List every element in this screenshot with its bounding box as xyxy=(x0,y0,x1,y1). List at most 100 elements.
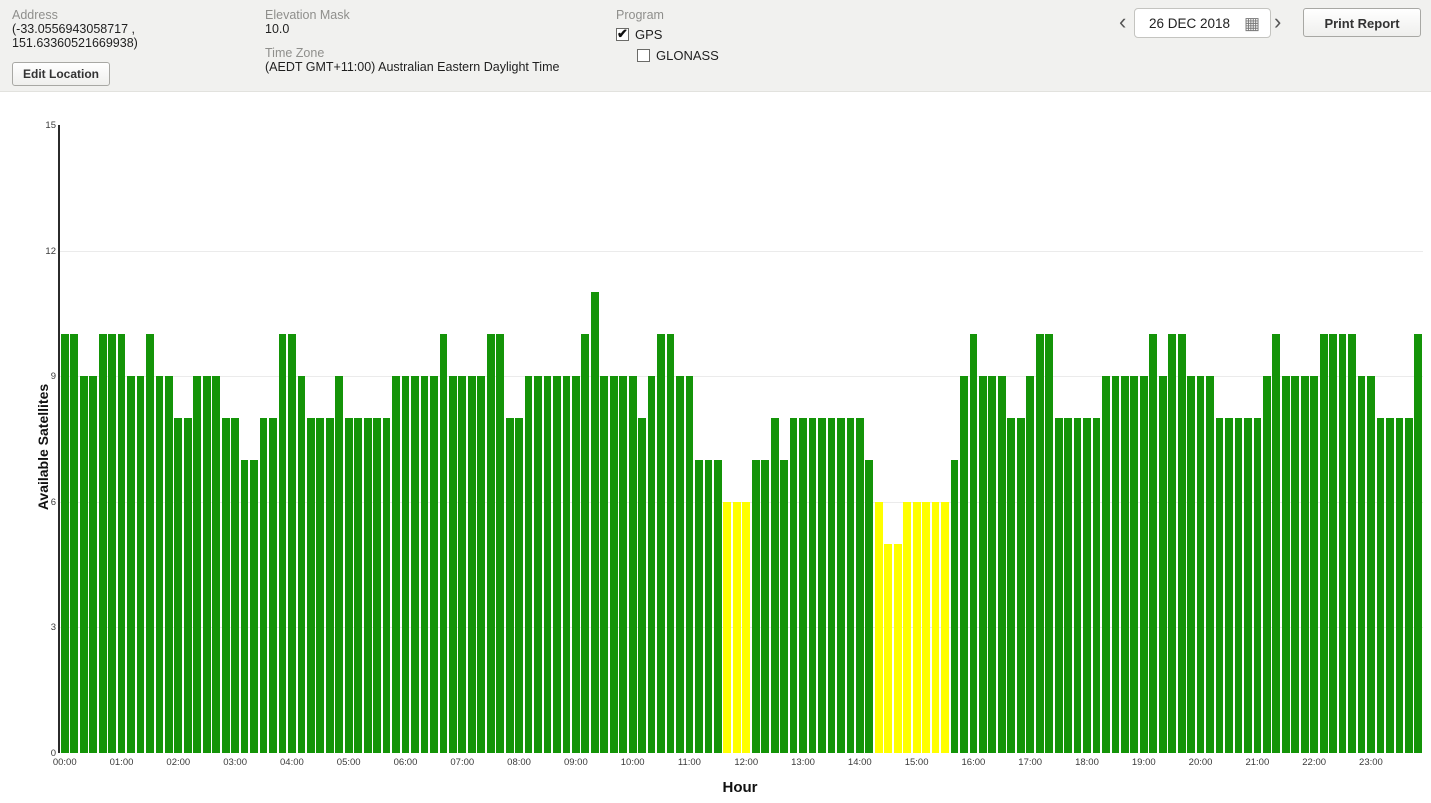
gps-checkbox[interactable] xyxy=(616,26,629,42)
satellite-count-bar xyxy=(382,418,391,753)
satellite-count-bar xyxy=(609,376,618,753)
satellite-count-bar xyxy=(250,459,258,753)
satellite-count-bar xyxy=(98,334,107,753)
satellite-count-bar xyxy=(1026,376,1035,753)
satellite-count-bar xyxy=(344,418,353,753)
time-zone-value: (AEDT GMT+11:00) Australian Eastern Dayl… xyxy=(265,60,560,74)
satellite-count-bar xyxy=(1215,418,1224,753)
satellite-count-bar xyxy=(1206,376,1214,753)
satellite-count-bar xyxy=(1054,418,1063,753)
satellite-count-bar xyxy=(1404,418,1413,753)
y-tick-label: 12 xyxy=(45,245,56,257)
satellite-count-bar xyxy=(855,418,864,753)
y-tick-label: 0 xyxy=(50,748,56,759)
x-tick-label: 02:00 xyxy=(166,757,191,768)
satellite-count-bar xyxy=(931,501,940,753)
satellite-count-bar xyxy=(458,376,467,753)
satellite-count-bar xyxy=(420,376,429,753)
satellite-count-bar xyxy=(534,376,542,753)
print-report-button[interactable]: Print Report xyxy=(1303,8,1421,37)
satellite-count-bar xyxy=(1253,418,1262,753)
satellite-count-bar xyxy=(155,376,164,753)
x-axis-title: Hour xyxy=(722,779,758,796)
edit-location-button[interactable]: Edit Location xyxy=(12,62,110,86)
satellite-count-bar xyxy=(1187,376,1196,753)
satellite-count-bar xyxy=(846,418,855,753)
x-tick-label: 12:00 xyxy=(734,757,759,768)
satellite-count-bar xyxy=(761,459,770,753)
satellite-count-bar xyxy=(212,376,221,753)
satellite-count-bar xyxy=(193,376,202,753)
time-zone-label: Time Zone xyxy=(265,46,325,60)
satellite-count-bar xyxy=(363,418,372,753)
satellite-count-bar xyxy=(146,334,154,753)
date-picker-field[interactable]: 26 DEC 2018 ▦ xyxy=(1134,8,1271,38)
satellite-count-bar xyxy=(231,418,240,753)
plot-area xyxy=(58,125,1423,753)
x-tick-label: 10:00 xyxy=(620,757,645,768)
satellite-count-bar xyxy=(543,376,552,753)
elevation-mask-label: Elevation Mask xyxy=(265,8,350,22)
satellite-count-bar xyxy=(1376,418,1385,753)
satellite-count-bar xyxy=(742,501,751,753)
satellite-count-bar xyxy=(884,543,893,753)
satellite-count-bar xyxy=(467,376,476,753)
satellite-count-bar xyxy=(354,418,363,753)
satellite-count-bar xyxy=(960,376,968,753)
satellite-count-bar xyxy=(941,501,949,753)
satellite-count-bar xyxy=(1329,334,1337,753)
satellite-count-bar xyxy=(165,376,173,753)
gridline xyxy=(60,250,1423,252)
x-tick-label: 23:00 xyxy=(1359,757,1383,768)
y-tick-label: 3 xyxy=(50,622,56,634)
satellite-count-bar xyxy=(969,334,978,753)
satellite-count-bar xyxy=(723,501,732,753)
satellite-count-bar xyxy=(1035,334,1044,753)
satellite-count-bar xyxy=(401,376,410,753)
x-tick-label: 08:00 xyxy=(507,757,531,768)
satellite-count-bar xyxy=(1102,376,1110,753)
satellite-count-bar xyxy=(657,334,665,753)
satellite-count-bar xyxy=(950,459,959,753)
satellite-count-bar xyxy=(127,376,135,753)
satellite-count-bar xyxy=(373,418,381,753)
header-bar: Address (-33.0556943058717 , 151.6336052… xyxy=(0,0,1431,92)
address-value-line2: 151.63360521669938) xyxy=(12,36,138,50)
x-tick-label: 01:00 xyxy=(109,757,134,768)
y-tick-label: 6 xyxy=(50,496,56,508)
satellite-count-bar xyxy=(297,376,306,753)
y-tick-label: 15 xyxy=(45,120,56,131)
next-day-button[interactable]: › xyxy=(1274,10,1281,34)
satellite-count-bar xyxy=(780,459,788,753)
satellite-count-bar xyxy=(751,459,760,753)
satellite-count-bar xyxy=(524,376,533,753)
satellite-count-bar xyxy=(704,459,713,753)
satellite-count-bar xyxy=(1168,334,1177,753)
satellite-count-bar xyxy=(581,334,590,753)
satellite-count-bar xyxy=(562,376,571,753)
satellite-count-bar xyxy=(695,459,703,753)
x-tick-label: 14:00 xyxy=(847,757,872,768)
x-tick-label: 22:00 xyxy=(1302,757,1327,768)
date-value: 26 DEC 2018 xyxy=(1149,15,1231,31)
satellite-count-bar xyxy=(590,292,599,753)
x-tick-label: 17:00 xyxy=(1018,757,1043,768)
satellite-count-bar xyxy=(288,334,296,753)
satellite-count-bar xyxy=(411,376,419,753)
previous-day-button[interactable]: ‹ xyxy=(1119,10,1126,34)
satellite-count-bar xyxy=(827,418,836,753)
satellite-count-bar xyxy=(1395,418,1404,753)
satellite-count-bar xyxy=(865,459,874,753)
x-tick-label: 07:00 xyxy=(450,757,475,768)
x-tick-label: 15:00 xyxy=(904,757,929,768)
satellite-count-bar xyxy=(240,459,249,753)
satellite-count-bar xyxy=(1130,376,1139,753)
satellite-count-bar xyxy=(837,418,845,753)
glonass-checkbox[interactable] xyxy=(637,49,650,62)
satellite-count-bar xyxy=(647,376,656,753)
x-tick-label: 20:00 xyxy=(1188,757,1213,768)
satellite-count-bar xyxy=(714,459,722,753)
x-tick-label: 21:00 xyxy=(1245,757,1270,768)
x-tick-label: 04:00 xyxy=(280,757,304,768)
gridline xyxy=(60,627,1423,629)
